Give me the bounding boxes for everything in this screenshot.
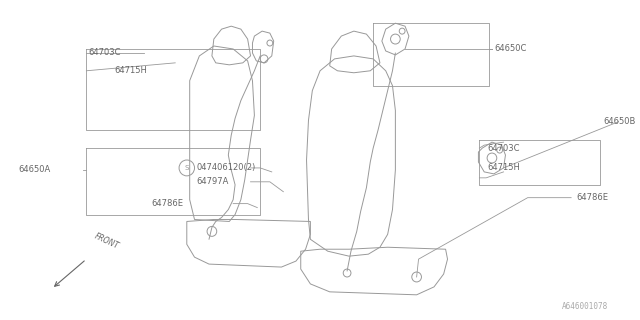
Text: 64786E: 64786E [151, 199, 183, 208]
Text: 64715H: 64715H [487, 164, 520, 172]
Text: 64703C: 64703C [88, 48, 121, 57]
Text: 64786E: 64786E [576, 193, 608, 202]
Text: S: S [184, 165, 189, 171]
Text: 64703C: 64703C [487, 144, 520, 153]
Text: 64650A: 64650A [19, 165, 51, 174]
Text: A646001078: A646001078 [561, 302, 608, 311]
Text: FRONT: FRONT [93, 232, 120, 251]
Text: 047406120(2): 047406120(2) [196, 164, 256, 172]
Text: 64797A: 64797A [196, 177, 229, 186]
Text: 64650C: 64650C [494, 44, 526, 53]
Text: 64650B: 64650B [603, 117, 636, 126]
Text: 64715H: 64715H [115, 66, 147, 75]
